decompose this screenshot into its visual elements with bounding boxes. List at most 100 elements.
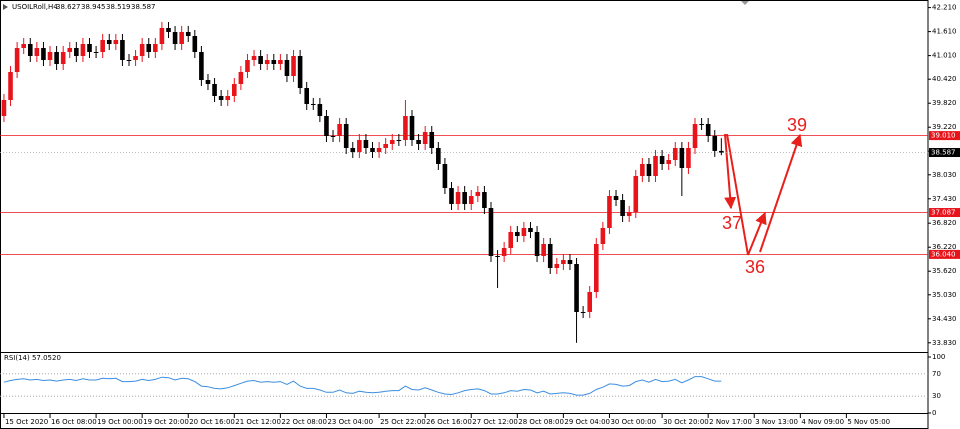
candle-body <box>179 32 184 44</box>
candle-body <box>600 228 606 244</box>
symbol-icon <box>3 4 8 10</box>
header-value: 38.627 <box>56 3 81 11</box>
y-tick-label: 41.010 <box>932 52 957 60</box>
candle-body <box>376 148 382 152</box>
candle-body <box>554 264 560 268</box>
candle-body <box>672 148 678 160</box>
header-value: 38.945 <box>81 3 106 11</box>
y-tick-label: 36.820 <box>932 219 957 227</box>
candle-body <box>343 124 349 148</box>
x-tick-label: 2 Nov 17:00 <box>709 418 752 426</box>
candle-body <box>409 116 415 140</box>
annotation: 36 <box>745 257 765 277</box>
shift-marker <box>741 1 749 5</box>
candle-body <box>251 56 257 60</box>
candle-body <box>429 132 435 148</box>
price-level-tag <box>929 131 960 141</box>
candle-body <box>139 44 145 56</box>
candle-body <box>350 148 356 152</box>
candle-body <box>363 140 369 148</box>
candle-body <box>442 164 448 188</box>
candle-body <box>679 148 685 168</box>
arrow <box>724 133 737 210</box>
indicator-title: RSI(14) 57.0520 <box>4 354 61 362</box>
candle-body <box>567 260 573 264</box>
candle-body <box>547 244 553 268</box>
candle-body <box>541 244 546 256</box>
candle-body <box>212 84 217 96</box>
candle-body <box>712 136 718 151</box>
candle-body <box>146 44 152 52</box>
candle-body <box>686 148 691 168</box>
arrow <box>759 133 803 253</box>
candle-body <box>126 60 132 61</box>
candle-body <box>574 264 579 312</box>
x-tick-label: 16 Oct 08:00 <box>51 418 97 426</box>
x-tick-label: 20 Oct 16:00 <box>189 418 235 426</box>
candle-body <box>80 44 86 56</box>
x-tick-label: 27 Oct 12:00 <box>472 418 518 426</box>
candle-body <box>488 208 494 256</box>
candle-body <box>370 148 375 152</box>
candle-body <box>245 60 250 72</box>
candle-body <box>185 32 191 36</box>
candle-body <box>640 164 645 176</box>
candle-body <box>159 28 165 44</box>
candle-body <box>120 40 125 60</box>
annotation: 37 <box>722 213 742 233</box>
candle-body <box>607 196 612 228</box>
candle-body <box>699 124 704 125</box>
candle-body <box>232 84 237 96</box>
candle-body <box>436 148 441 164</box>
y-tick-label: 41.610 <box>932 28 957 36</box>
candle-body <box>8 72 13 100</box>
price-level-tag <box>929 148 960 158</box>
price-level-label: 37.087 <box>931 209 956 217</box>
candle-body <box>475 192 481 196</box>
candle-body <box>389 140 395 144</box>
candle-body <box>587 292 593 312</box>
price-level-label: 38.587 <box>931 149 956 157</box>
candle-body <box>422 132 428 144</box>
candle-body <box>34 48 40 56</box>
y-tick-label: 70 <box>932 370 941 378</box>
candle-body <box>54 52 59 64</box>
y-tick-label: 36.220 <box>932 243 957 251</box>
candle-body <box>14 48 20 72</box>
x-tick-label: 19 Oct 20:00 <box>143 418 189 426</box>
y-tick-label: 40.420 <box>932 75 957 83</box>
y-tick-label: 34.430 <box>932 315 957 323</box>
x-tick-label: 23 Oct 04:00 <box>327 418 373 426</box>
candle-body <box>47 52 53 60</box>
candle-body <box>41 48 46 60</box>
candle-body <box>153 44 158 52</box>
candle-body <box>455 192 461 204</box>
candle-body <box>719 150 724 153</box>
candle-body <box>172 32 178 44</box>
candle-body <box>100 40 105 52</box>
candle-body <box>330 136 336 137</box>
candle-body <box>113 40 119 44</box>
candle-body <box>291 56 296 76</box>
candle-body <box>106 40 112 44</box>
candle-body <box>218 96 224 100</box>
candle-body <box>580 312 586 313</box>
x-tick-label: 3 Nov 13:00 <box>755 418 798 426</box>
forecast-arrows <box>724 133 803 256</box>
candle-body <box>534 232 540 256</box>
price-level-label: 39.010 <box>931 132 956 140</box>
y-tick-label: 35.030 <box>932 291 957 299</box>
annotation: 39 <box>787 115 807 135</box>
x-tick-label: 29 Oct 04:00 <box>564 418 610 426</box>
candle-body <box>449 188 454 204</box>
candle-body <box>133 56 138 60</box>
y-tick-label: 42.210 <box>932 4 957 12</box>
candle-body <box>646 164 652 176</box>
x-tick-label: 21 Oct 12:00 <box>235 418 281 426</box>
header-value: 38.519 <box>106 3 131 11</box>
x-tick-label: 30 Oct 00:00 <box>610 418 656 426</box>
candle-body <box>93 52 99 53</box>
candle-body <box>271 60 277 64</box>
candle-body <box>383 144 388 148</box>
